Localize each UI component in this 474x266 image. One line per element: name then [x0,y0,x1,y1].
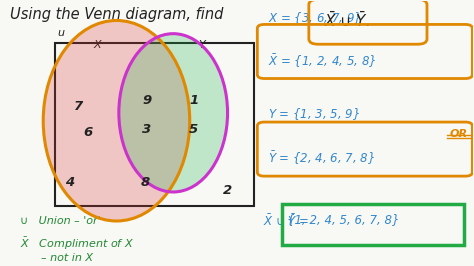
Text: {1, 2, 4, 5, 6, 7, 8}: {1, 2, 4, 5, 6, 7, 8} [287,213,399,226]
Text: $\bar{X}$ ∪ $\bar{Y}$.: $\bar{X}$ ∪ $\bar{Y}$. [324,11,371,30]
Ellipse shape [43,20,190,221]
Text: X: X [94,40,101,50]
Text: 7: 7 [74,100,83,113]
Text: 4: 4 [64,176,74,189]
Text: 2: 2 [223,184,232,197]
Text: 6: 6 [83,126,93,139]
Text: – not in X: – not in X [19,253,92,263]
Text: ∪   Union – 'or': ∪ Union – 'or' [19,216,100,226]
Text: Using the Venn diagram, find: Using the Venn diagram, find [10,7,224,22]
Text: $Y$ = {1, 3, 5, 9}: $Y$ = {1, 3, 5, 9} [268,106,360,122]
Text: $\bar{X}$   Compliment of X: $\bar{X}$ Compliment of X [19,235,134,252]
Text: u: u [57,28,64,38]
Text: $\bar{X}$ = {1, 2, 4, 5, 8}: $\bar{X}$ = {1, 2, 4, 5, 8} [268,52,376,69]
Text: 9: 9 [143,94,152,107]
Bar [282,204,464,245]
Text: $\bar{Y}$ = {2, 4, 6, 7, 8}: $\bar{Y}$ = {2, 4, 6, 7, 8} [268,150,375,167]
Text: $X$ = {3, 6, 7, 9}: $X$ = {3, 6, 7, 9} [268,10,361,26]
Bar [55,43,254,206]
Text: 3: 3 [142,123,151,136]
Text: Y: Y [198,40,205,50]
Text: OR: OR [450,129,468,139]
Text: 5: 5 [189,123,198,136]
Text: 1: 1 [190,94,199,107]
Text: $\bar{X}$ ∪ $\bar{Y}$ =: $\bar{X}$ ∪ $\bar{Y}$ = [263,213,309,228]
Ellipse shape [119,34,228,192]
Text: 8: 8 [140,176,149,189]
